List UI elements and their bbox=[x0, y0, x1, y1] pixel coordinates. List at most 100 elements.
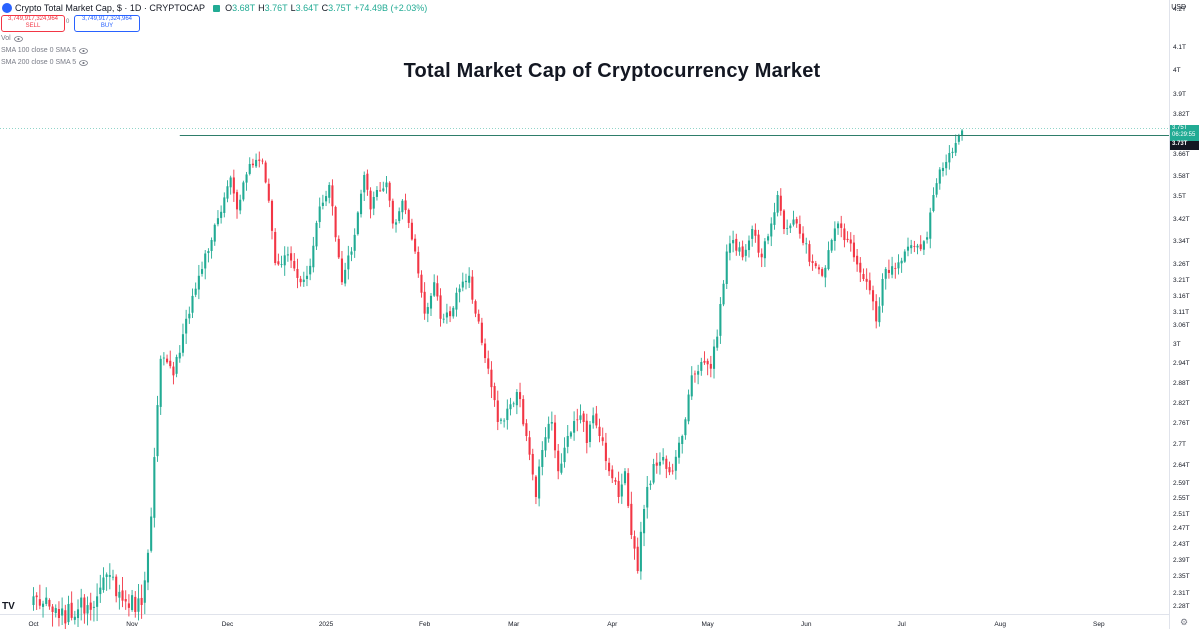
candle-body bbox=[700, 362, 703, 371]
candle-body bbox=[137, 598, 140, 612]
candle-body bbox=[474, 301, 477, 314]
candle-body bbox=[232, 177, 235, 194]
candle-body bbox=[264, 162, 267, 183]
candle-body bbox=[871, 290, 875, 302]
line-price-tag: 3.73T bbox=[1170, 141, 1199, 150]
symbol-title[interactable]: Crypto Total Market Cap, $ · 1D · CRYPTO… bbox=[15, 3, 206, 13]
y-tick-label: 2.7T bbox=[1173, 441, 1186, 448]
candle-body bbox=[697, 371, 700, 375]
candle-body bbox=[242, 182, 245, 200]
y-tick-label: 3.66T bbox=[1173, 151, 1190, 158]
candle-body bbox=[856, 255, 859, 265]
candle-body bbox=[105, 574, 108, 577]
candle-body bbox=[394, 222, 398, 225]
sell-label: SELL bbox=[25, 23, 41, 29]
candle-body bbox=[404, 200, 407, 211]
candle-body bbox=[458, 288, 461, 293]
indicator-sma100[interactable]: SMA 100 close 0 SMA 5 bbox=[1, 47, 89, 54]
candle-body bbox=[57, 608, 60, 618]
candle-body bbox=[913, 246, 916, 247]
y-tick-label: 2.47T bbox=[1173, 525, 1190, 532]
candle-body bbox=[884, 268, 887, 279]
candle-body bbox=[127, 603, 130, 608]
eye-icon[interactable] bbox=[79, 47, 89, 54]
candle-body bbox=[178, 352, 181, 359]
candle-body bbox=[595, 413, 598, 426]
candle-body bbox=[639, 531, 642, 572]
candle-body bbox=[468, 275, 471, 283]
indicator-sma200[interactable]: SMA 200 close 0 SMA 5 bbox=[1, 59, 89, 66]
candle-body bbox=[503, 420, 506, 422]
candle-body bbox=[54, 608, 57, 613]
candle-body bbox=[375, 190, 378, 197]
candle-body bbox=[172, 366, 175, 376]
candle-body bbox=[150, 516, 153, 551]
candle-body bbox=[932, 195, 935, 211]
candle-body bbox=[493, 386, 496, 401]
candle-body bbox=[811, 261, 814, 263]
candle-body bbox=[464, 280, 468, 283]
x-tick-label: Feb bbox=[419, 621, 431, 628]
candle-body bbox=[528, 437, 531, 455]
high-label: H bbox=[258, 3, 265, 13]
candle-body bbox=[181, 334, 185, 353]
sell-button[interactable]: 3,749,917,324,964 SELL bbox=[1, 15, 65, 32]
y-tick-label: 3T bbox=[1173, 341, 1181, 348]
candle-body bbox=[779, 195, 782, 211]
current-price-tag: 3.75T 06:29:55 bbox=[1170, 125, 1199, 141]
tradingview-logo-icon[interactable]: TV bbox=[2, 601, 15, 612]
candle-body bbox=[496, 400, 499, 422]
candle-body bbox=[118, 591, 121, 598]
candle-body bbox=[480, 322, 483, 343]
candle-body bbox=[197, 275, 200, 290]
buy-button[interactable]: 3,749,917,324,964 BUY bbox=[74, 15, 140, 32]
candle-body bbox=[722, 283, 725, 305]
sell-price: 3,749,917,324,964 bbox=[7, 16, 59, 22]
y-tick-label: 2.31T bbox=[1173, 590, 1190, 597]
high-value: 3.76T bbox=[264, 3, 288, 13]
candle-body bbox=[267, 183, 270, 201]
candle-body bbox=[786, 227, 789, 229]
eye-icon[interactable] bbox=[13, 35, 23, 42]
candle-body bbox=[808, 244, 811, 262]
indicator-vol[interactable]: Vol bbox=[1, 35, 23, 42]
candle-body bbox=[544, 437, 547, 451]
candle-body bbox=[891, 266, 894, 275]
candle-body bbox=[347, 255, 350, 270]
candle-body bbox=[630, 503, 633, 535]
candle-body bbox=[248, 164, 251, 174]
candle-body bbox=[693, 373, 696, 375]
candle-body bbox=[719, 304, 722, 336]
candle-body bbox=[73, 616, 76, 620]
y-tick-label: 2.88T bbox=[1173, 380, 1190, 387]
candle-body bbox=[868, 280, 871, 291]
market-status-icon bbox=[213, 4, 221, 12]
settings-gear-icon[interactable]: ⚙ bbox=[1180, 617, 1189, 627]
candle-body bbox=[156, 405, 159, 457]
candle-body bbox=[83, 597, 86, 614]
candle-body bbox=[773, 212, 776, 225]
candle-body bbox=[369, 190, 372, 210]
candle-body bbox=[363, 175, 366, 193]
candle-body bbox=[134, 596, 137, 612]
candle-body bbox=[770, 223, 773, 237]
candle-body bbox=[655, 462, 658, 466]
candle-body bbox=[604, 442, 607, 462]
candle-body bbox=[140, 597, 143, 605]
candle-body bbox=[255, 159, 258, 167]
currency-label[interactable]: USD bbox=[1171, 4, 1186, 11]
candle-body bbox=[175, 356, 178, 374]
current-price: 3.75T bbox=[1172, 125, 1188, 131]
x-tick-label: Jul bbox=[897, 621, 906, 628]
candle-body bbox=[592, 415, 595, 424]
candle-body bbox=[929, 212, 932, 239]
candle-body bbox=[830, 240, 833, 251]
candle-body bbox=[340, 258, 344, 283]
candle-body bbox=[32, 596, 35, 605]
candle-body bbox=[318, 206, 321, 223]
eye-icon[interactable] bbox=[79, 59, 89, 66]
chart-title: Total Market Cap of Cryptocurrency Marke… bbox=[403, 60, 821, 82]
candle-body bbox=[662, 457, 665, 461]
candle-body bbox=[897, 262, 900, 269]
candle-body bbox=[461, 281, 464, 288]
